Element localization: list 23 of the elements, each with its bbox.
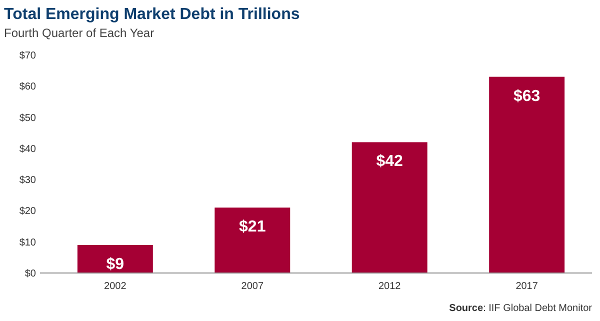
chart-title: Total Emerging Market Debt in Trillions	[4, 6, 300, 23]
data-label: $42	[376, 153, 404, 170]
y-tick-label: $0	[24, 268, 36, 280]
data-label: $9	[106, 256, 124, 273]
bar	[214, 208, 290, 273]
y-tick-label: $70	[19, 50, 36, 62]
y-tick-label: $10	[19, 237, 36, 248]
y-tick-label: $20	[19, 206, 36, 218]
x-tick-label: 2007	[241, 281, 264, 292]
data-label: $21	[239, 218, 266, 236]
chart-subtitle: Fourth Quarter of Each Year	[4, 26, 154, 40]
bar	[489, 76, 565, 273]
x-tick-label: 2002	[104, 281, 127, 292]
bar	[77, 244, 153, 273]
y-tick-label: $40	[19, 144, 36, 155]
y-tick-label: $50	[19, 112, 36, 124]
bar	[352, 142, 428, 273]
x-tick-label: 2012	[378, 281, 402, 292]
data-label: $63	[513, 88, 540, 105]
source-note: Source: IIF Global Debt Monitor	[449, 303, 593, 314]
y-tick-label: $30	[19, 175, 36, 186]
y-tick-label: $60	[19, 82, 36, 93]
x-tick-label: 2017	[516, 281, 538, 292]
